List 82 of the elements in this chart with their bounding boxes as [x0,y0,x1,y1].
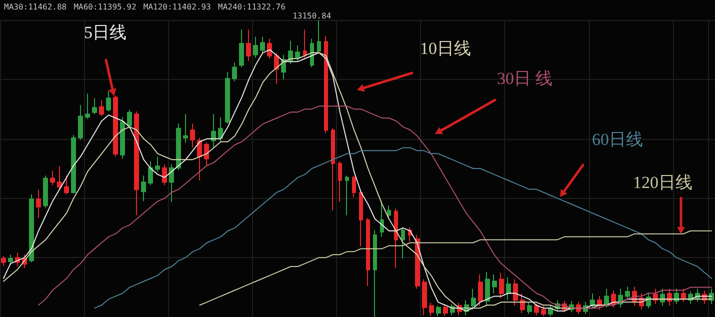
candlestick [324,36,328,134]
candlestick [499,272,504,299]
candlestick [506,277,511,301]
candlestick [471,288,476,310]
candlestick [211,114,216,148]
text: MA120:11402.93 [143,2,212,12]
candlestick [548,305,553,317]
candlestick [520,293,525,314]
candlestick [338,160,342,203]
text: 60日线 [592,130,643,149]
candlestick [681,288,686,302]
text: 120日线 [633,173,692,192]
candlestick [36,189,41,219]
candlestick [113,94,118,158]
candlestick [625,286,630,301]
candlestick [176,123,181,170]
candlestick [253,36,258,58]
candlestick [99,100,104,117]
candlestick [204,142,209,167]
candlestick [513,278,518,306]
candlestick [169,164,174,203]
candlestick [57,166,62,190]
candlestick [78,104,83,140]
candlestick [345,175,349,216]
candlestick [331,128,335,211]
candlestick [401,226,405,259]
candlestick [1,255,6,267]
candlestick [492,274,497,294]
candlestick [274,52,279,85]
candlestick [8,254,13,266]
candlestick [218,116,223,144]
candlestick [485,271,490,306]
candlestick [352,175,356,198]
candlestick [85,93,90,120]
candlestick [232,62,237,82]
candlestick [239,29,244,68]
candlestick [534,303,539,316]
candlestick [64,175,69,195]
candlestick [71,134,76,194]
candlestick [295,45,300,62]
candlestick [197,137,202,181]
candlestick [478,274,483,306]
text: 30日 线 [497,69,552,88]
candlestick [50,170,55,186]
candlestick [106,90,111,112]
annotation: 13150.84 [292,12,332,20]
candlestick [317,20,321,54]
candlestick [141,175,146,202]
text: 5日线 [84,23,126,42]
text: MA30:11462.88 [4,2,67,12]
candlestick [303,29,307,58]
candlestick [29,194,34,263]
candlestick [541,305,546,317]
candlestick [190,123,195,148]
candlestick [359,189,363,247]
candlestick [155,156,160,172]
candlestick [225,71,230,124]
text: MA240:11322.76 [218,2,286,12]
candlestick [394,208,398,268]
candlestick [429,302,434,317]
candlestick [267,38,272,60]
candlestick [611,290,616,308]
text: MA60:11395.92 [74,2,136,12]
candlestick [92,98,97,115]
candlestick [436,305,441,317]
candlestick [260,36,265,54]
candlestick [246,29,251,62]
candlestick [422,278,427,316]
candlestick [183,114,188,144]
candlestick [127,109,132,129]
candlestick [120,116,125,160]
candlestick [380,200,384,238]
candlestick [373,230,377,317]
candlestick [527,302,532,315]
candlestick [134,110,139,216]
candlestick [443,304,448,317]
candlestick [366,218,370,286]
candlestick [148,160,153,186]
candlestick [43,175,48,208]
candlestick [288,40,293,65]
candlestick [387,205,391,219]
text: 10日线 [420,39,471,58]
